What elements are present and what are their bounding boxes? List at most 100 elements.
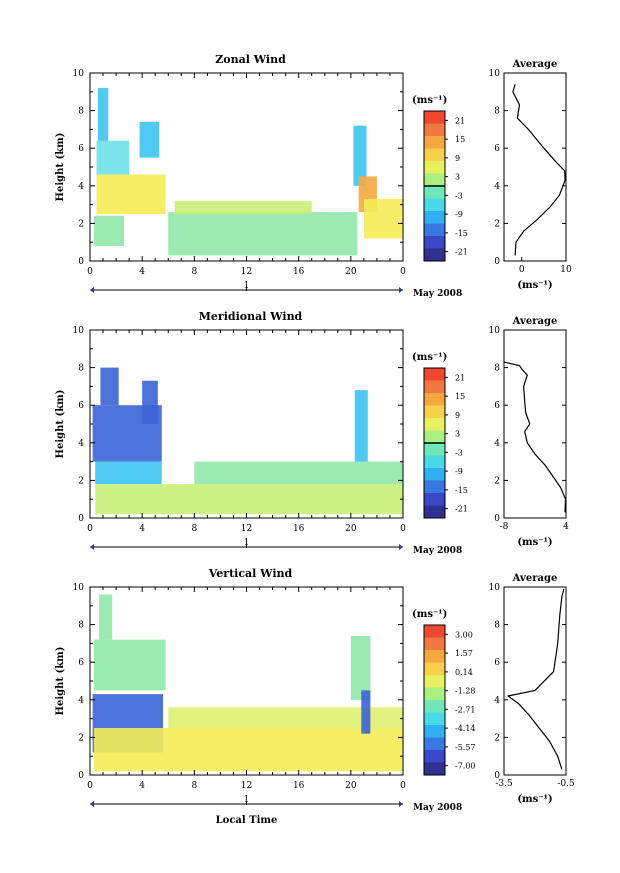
data-region [97, 88, 109, 141]
y-tick-label: 4 [78, 696, 84, 706]
day-axis-start-marker [90, 544, 94, 550]
profile-title: Average [512, 59, 558, 70]
chart-title: Meridional Wind [199, 310, 303, 323]
date-label: May 2008 [413, 289, 462, 299]
colorbar-tick-label: -1.28 [455, 687, 476, 696]
data-region [100, 367, 119, 406]
data-region [99, 594, 113, 640]
colorbar-segment [424, 700, 445, 713]
colorbar-tick-label: -5.57 [455, 743, 476, 752]
profile-x-label: (ms⁻¹) [517, 537, 552, 548]
profile-y-tick-label: 4 [494, 439, 500, 449]
profile-frame [503, 329, 567, 519]
colorbar-tick-label: 21 [455, 373, 465, 382]
colorbar-tick-label: 3 [455, 173, 460, 182]
profile-y-tick-label: 10 [489, 326, 501, 336]
profile-x-tick-label: 0 [519, 265, 525, 275]
colorbar-segment [424, 248, 445, 262]
y-tick-label: 8 [78, 621, 84, 631]
data-region [93, 215, 124, 246]
profile-line [506, 588, 565, 770]
colorbar-unit: (ms⁻¹) [412, 609, 447, 620]
colorbar-frame [423, 624, 446, 776]
colorbar-segment [424, 737, 445, 751]
profile-y-tick-label: 6 [494, 401, 500, 411]
colorbar-tick-label: -2.71 [455, 705, 476, 714]
data-region [142, 380, 158, 424]
colorbar-segment [424, 637, 445, 651]
chart-title: Zonal Wind [215, 53, 286, 66]
colorbar-segment [424, 455, 445, 469]
colorbar-tick-label: -9 [455, 210, 463, 219]
y-tick-label: 8 [78, 107, 84, 117]
day-axis-end-marker [399, 287, 403, 293]
x-tick-label: 0 [87, 267, 93, 277]
colorbar-segment [424, 418, 445, 431]
colorbar-segment [424, 173, 445, 187]
colorbar-segment [424, 123, 445, 137]
colorbar-tick-label: 0.14 [455, 668, 473, 677]
colorbar-segment [424, 236, 445, 249]
profile-y-tick-label: 6 [494, 658, 500, 668]
data-region [96, 140, 130, 175]
data-region [353, 125, 367, 186]
x-tick-label: 0 [87, 524, 93, 534]
colorbar-segment [424, 186, 445, 199]
colorbar-tick-label: -21 [455, 248, 468, 257]
y-axis-label: Height (km) [55, 133, 66, 202]
x-axis-label: Local Time [216, 815, 278, 826]
colorbar-unit: (ms⁻¹) [412, 95, 447, 106]
profile-y-tick-label: 0 [494, 771, 500, 781]
y-tick-label: 4 [78, 439, 84, 449]
colorbar-tick-label: -15 [455, 486, 468, 495]
day-label: 1 [244, 281, 250, 291]
y-tick-label: 0 [78, 257, 84, 267]
data-region [93, 728, 403, 772]
colorbar-segment [424, 687, 445, 701]
colorbar-tick-label: -15 [455, 229, 468, 238]
day-axis-end-marker [399, 801, 403, 807]
profile-title: Average [512, 316, 558, 327]
profile-y-tick-label: 0 [494, 257, 500, 267]
colorbar-segment [424, 136, 445, 149]
data-region [363, 198, 403, 239]
data-region [361, 690, 371, 734]
x-tick-label: 8 [191, 524, 197, 534]
profile-frame [503, 586, 567, 776]
colorbar-segment [424, 625, 445, 638]
day-axis-start-marker [90, 801, 94, 807]
profile-x-tick-label: 4 [563, 522, 569, 532]
date-label: May 2008 [413, 546, 462, 556]
y-tick-label: 4 [78, 182, 84, 192]
colorbar-tick-label: -4.14 [455, 724, 476, 733]
colorbar-segment [424, 211, 445, 224]
day-label: 1 [244, 538, 250, 548]
colorbar-segment [424, 505, 445, 519]
profile-y-tick-label: 8 [494, 107, 500, 117]
data-region [168, 212, 358, 256]
data-region [168, 707, 403, 728]
x-tick-label: 12 [241, 524, 252, 534]
x-tick-label: 16 [293, 524, 305, 534]
colorbar-segment [424, 111, 445, 124]
colorbar-segment [424, 368, 445, 381]
profile-x-tick-label: -8 [500, 522, 509, 532]
data-region [350, 635, 371, 700]
colorbar-segment [424, 662, 445, 676]
colorbar-segment [424, 762, 445, 776]
x-tick-label: 12 [241, 781, 252, 791]
colorbar-segment [424, 650, 445, 663]
colorbar-segment [424, 161, 445, 174]
data-region [93, 639, 166, 691]
profile-x-label: (ms⁻¹) [517, 794, 552, 805]
profile-title: Average [512, 573, 558, 584]
y-tick-label: 6 [78, 144, 84, 154]
data-region [139, 121, 160, 158]
x-tick-label: 16 [293, 781, 305, 791]
x-tick-label: 4 [139, 524, 145, 534]
x-tick-label: 20 [345, 524, 357, 534]
day-axis-end-marker [399, 544, 403, 550]
data-region [174, 200, 312, 214]
y-tick-label: 10 [73, 326, 85, 336]
x-tick-label: 4 [139, 781, 145, 791]
